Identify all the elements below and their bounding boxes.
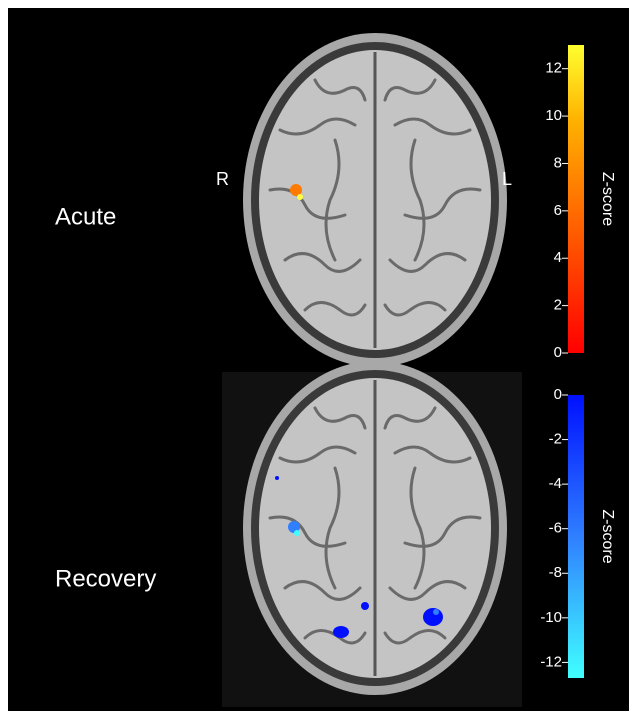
colorbar-title: Z-score — [599, 509, 616, 563]
tick-label: 4 — [554, 249, 562, 266]
side-label: R — [216, 169, 229, 189]
panel-label: Recovery — [55, 565, 156, 592]
colorbar — [568, 45, 584, 353]
brain-slice — [241, 359, 509, 697]
tick-label: 2 — [554, 297, 562, 314]
tick-label: -12 — [540, 653, 562, 670]
tick-label: 0 — [554, 344, 562, 361]
tick-label: 12 — [545, 60, 562, 77]
tick-label: 10 — [545, 107, 562, 124]
panel-label: Acute — [55, 203, 116, 230]
activation — [275, 184, 443, 638]
tick-label: 8 — [554, 154, 562, 171]
tick-label: -2 — [549, 431, 562, 448]
tick-label: -10 — [540, 609, 562, 626]
brain-slice — [241, 31, 509, 369]
colorbar — [568, 395, 584, 678]
tick-label: -6 — [549, 520, 562, 537]
tick-label: 0 — [554, 386, 562, 403]
tick-label: -8 — [549, 564, 562, 581]
tick-label: 6 — [554, 202, 562, 219]
tick-label: -4 — [549, 475, 562, 492]
colorbar-title: Z-score — [599, 172, 616, 226]
side-label: L — [502, 169, 512, 189]
